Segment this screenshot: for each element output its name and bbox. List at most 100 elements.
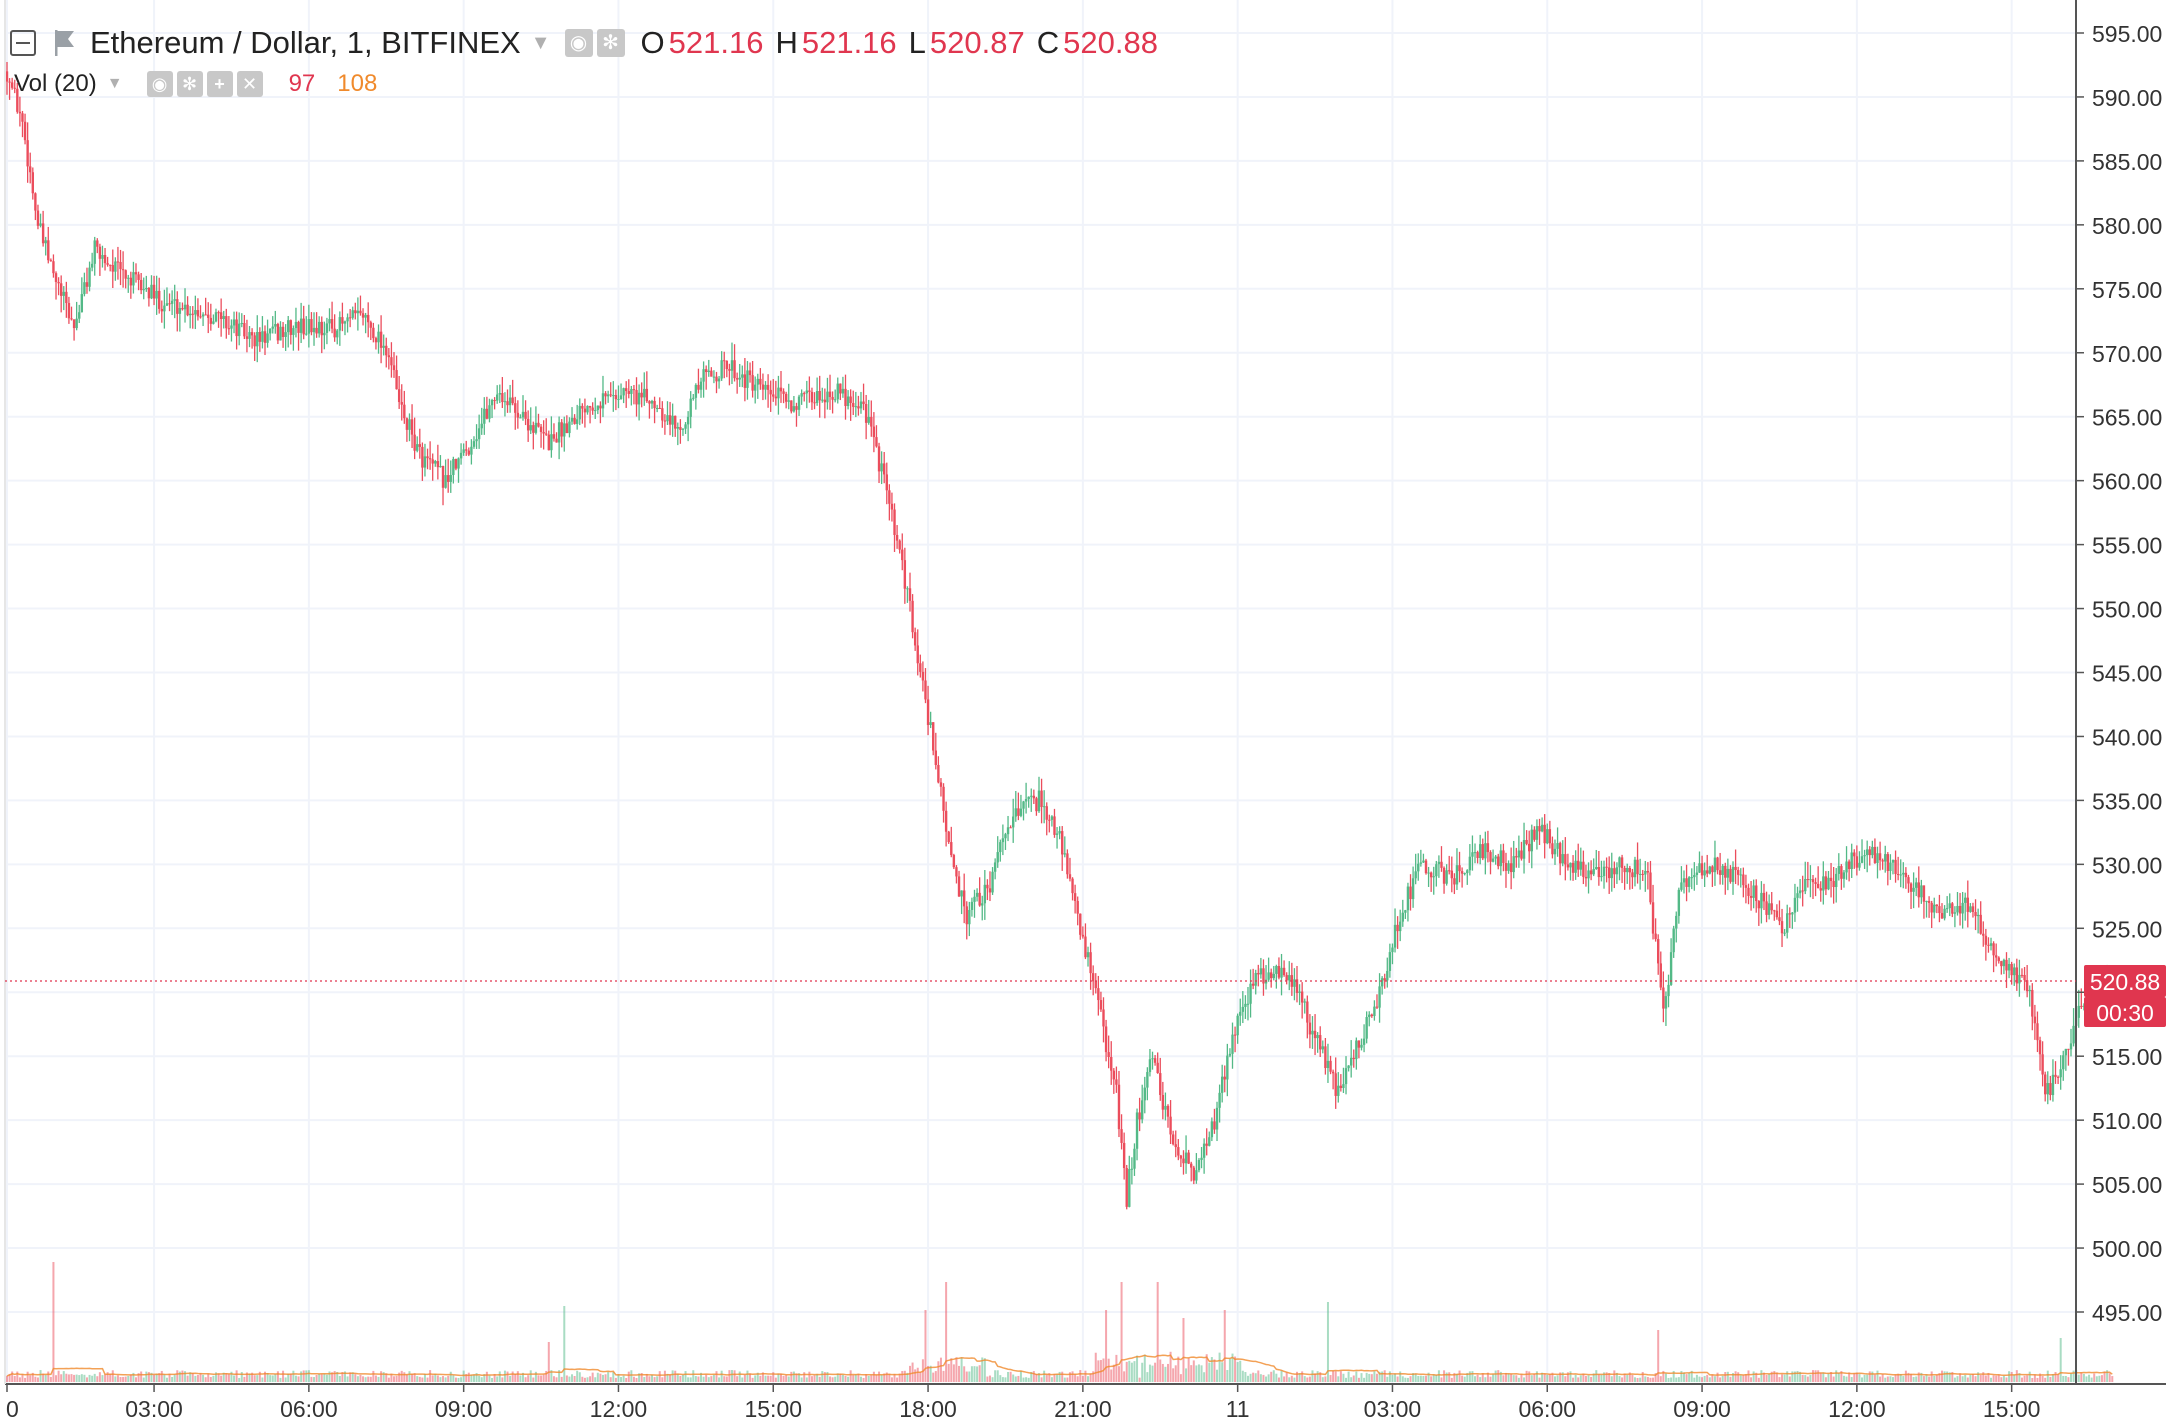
volume-bar	[622, 1375, 625, 1382]
candle-body	[1708, 866, 1711, 874]
y-tick-label: 550.00	[2092, 597, 2162, 623]
volume-bar	[222, 1372, 225, 1382]
volume-bar	[1876, 1370, 1879, 1382]
candle-body	[307, 319, 311, 334]
candle-body	[142, 289, 145, 291]
volume-bar	[60, 1374, 63, 1382]
x-tick-label: 11	[1226, 1396, 1250, 1422]
volume-bar	[571, 1374, 574, 1382]
candle-body	[1739, 874, 1742, 876]
grid-lines	[5, 0, 2076, 1384]
eye-icon[interactable]: ◉	[146, 71, 173, 97]
volume-bar	[529, 1370, 532, 1382]
volume-bar	[1708, 1377, 1711, 1382]
candle-body	[1042, 806, 1046, 808]
candle-body	[312, 327, 316, 333]
volume-bar	[1685, 1374, 1688, 1382]
candle-body	[315, 327, 318, 334]
candle-body	[746, 370, 749, 388]
candle-body	[2077, 1005, 2080, 1018]
candle-body	[199, 316, 202, 318]
volume-bar	[1716, 1372, 1719, 1382]
candle-body	[1427, 872, 1430, 874]
volume-bar	[1652, 1377, 1655, 1382]
volume-bar	[491, 1377, 494, 1382]
gear-icon[interactable]: ✻	[596, 29, 625, 57]
candle-body	[1458, 865, 1461, 872]
volume-bar	[380, 1371, 383, 1382]
candle-body	[754, 384, 757, 391]
candle-body	[274, 324, 277, 327]
candle-body	[227, 328, 231, 330]
candle-body	[684, 424, 687, 429]
volume-bar	[1161, 1363, 1164, 1382]
candle-body	[65, 291, 68, 304]
candle-body	[666, 415, 669, 422]
volume-bar	[862, 1377, 865, 1382]
volume-bar	[52, 1262, 55, 1382]
candle-body	[1631, 872, 1634, 878]
candle-body	[1120, 1129, 1123, 1143]
volume-bar	[1621, 1377, 1624, 1382]
volume-bar	[1863, 1374, 1866, 1382]
candle-body	[1324, 1046, 1327, 1069]
candle-body	[609, 394, 612, 396]
candle-body	[919, 663, 922, 672]
volume-bar	[2018, 1373, 2021, 1382]
volume-bar	[1768, 1374, 1771, 1382]
candle-body	[121, 269, 125, 271]
volume-bar	[589, 1376, 592, 1382]
candle-body	[1004, 834, 1007, 839]
chevron-down-icon[interactable]: ▼	[530, 31, 551, 54]
volume-bar	[2064, 1375, 2067, 1382]
volume-bar	[591, 1372, 594, 1382]
volume-bar	[1445, 1372, 1448, 1382]
candle-body	[70, 318, 73, 320]
volume-bar	[1481, 1373, 1484, 1382]
candle-body	[1770, 903, 1773, 911]
volume-bar	[65, 1373, 68, 1382]
volume-bar	[638, 1373, 641, 1382]
volume-bar	[1311, 1370, 1314, 1382]
candle-body	[2064, 1048, 2068, 1056]
plus-icon[interactable]: +	[206, 71, 233, 97]
volume-bar	[1765, 1374, 1768, 1382]
volume-bar	[1809, 1374, 1812, 1382]
candle-body	[978, 892, 981, 906]
candle-body	[416, 444, 419, 451]
candle-body	[570, 417, 574, 422]
eye-icon[interactable]: ◉	[564, 29, 593, 57]
gear-icon[interactable]: ✻	[176, 71, 203, 97]
volume-bar	[163, 1374, 166, 1382]
candle-body	[1293, 979, 1296, 987]
volume-bar	[671, 1370, 674, 1382]
candle-body	[1071, 878, 1074, 894]
volume-bar	[1468, 1371, 1471, 1382]
volume-bar	[1270, 1371, 1273, 1382]
candle-body	[1239, 1011, 1242, 1016]
candle-body	[501, 392, 504, 403]
volume-bar	[534, 1371, 537, 1382]
volume-bar	[1071, 1371, 1074, 1382]
candle-body	[2000, 961, 2003, 967]
close-icon[interactable]: ✕	[236, 71, 263, 97]
collapse-icon[interactable]	[10, 30, 36, 56]
candle-body	[403, 404, 406, 419]
volume-bar	[1236, 1362, 1239, 1382]
volume-bar	[165, 1377, 168, 1382]
candle-body	[356, 310, 360, 314]
flag-icon[interactable]	[54, 29, 76, 57]
volume-bar	[764, 1375, 767, 1382]
candle-body	[1241, 1006, 1245, 1012]
volume-bar	[1535, 1371, 1538, 1382]
volume-bar	[1283, 1376, 1286, 1382]
ohlc-high-key: H	[775, 25, 798, 60]
volume-bar	[1504, 1372, 1507, 1382]
volume-bar	[351, 1372, 354, 1382]
volume-bar	[1969, 1374, 1972, 1382]
chevron-down-icon[interactable]: ▼	[106, 75, 123, 92]
candle-body	[1987, 944, 1990, 946]
volume-bar	[702, 1376, 705, 1382]
volume-bar	[367, 1376, 370, 1382]
